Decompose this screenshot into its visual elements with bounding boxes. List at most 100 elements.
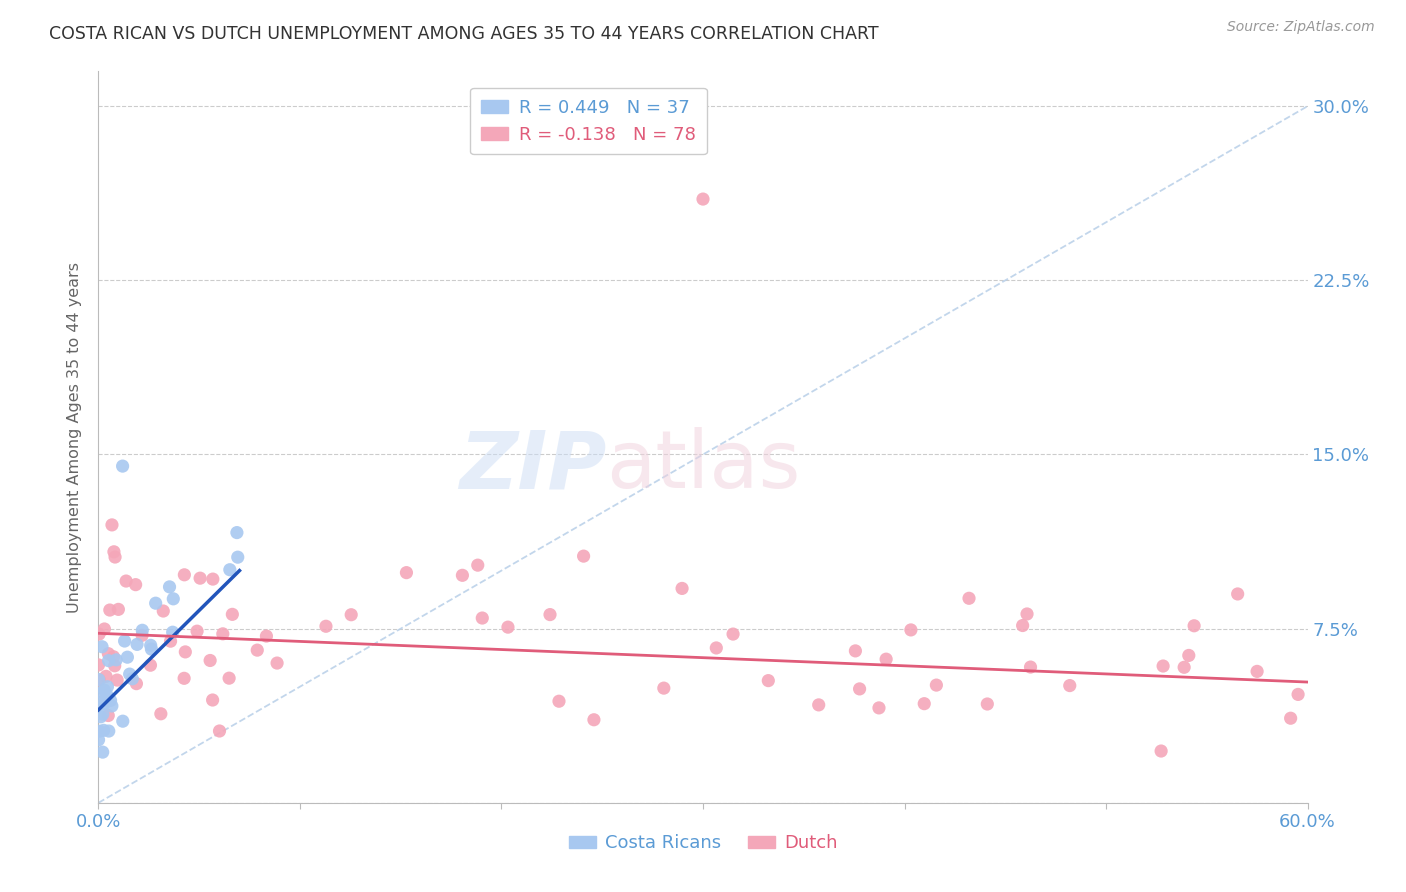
- Point: [1173, 660, 1195, 674]
- Point: [111, 459, 134, 474]
- Point: [121, 672, 143, 686]
- Point: [226, 525, 249, 540]
- Point: [1182, 619, 1205, 633]
- Point: [572, 549, 595, 563]
- Point: [101, 517, 124, 532]
- Point: [1019, 660, 1042, 674]
- Point: [173, 567, 195, 582]
- Point: [145, 596, 167, 610]
- Point: [254, 629, 277, 643]
- Point: [340, 607, 363, 622]
- Point: [652, 681, 675, 695]
- Point: [87, 657, 110, 672]
- Point: [111, 714, 134, 729]
- Text: Source: ZipAtlas.com: Source: ZipAtlas.com: [1227, 20, 1375, 34]
- Point: [89, 724, 111, 739]
- Text: atlas: atlas: [606, 427, 800, 506]
- Point: [957, 591, 980, 606]
- Point: [226, 550, 249, 565]
- Point: [538, 607, 561, 622]
- Point: [89, 695, 111, 709]
- Point: [96, 693, 118, 707]
- Point: [100, 693, 122, 707]
- Point: [1150, 744, 1173, 758]
- Point: [1178, 648, 1201, 663]
- Point: [201, 572, 224, 586]
- Point: [94, 669, 117, 683]
- Point: [90, 710, 112, 724]
- Point: [139, 638, 162, 652]
- Point: [97, 647, 120, 661]
- Point: [548, 694, 571, 708]
- Point: [115, 574, 138, 588]
- Point: [125, 676, 148, 690]
- Point: [186, 624, 208, 639]
- Point: [87, 732, 110, 747]
- Point: [87, 673, 110, 687]
- Point: [925, 678, 948, 692]
- Point: [173, 671, 195, 685]
- Point: [96, 688, 118, 702]
- Point: [704, 640, 727, 655]
- Point: [395, 566, 418, 580]
- Point: [131, 624, 153, 638]
- Point: [1246, 665, 1268, 679]
- Point: [125, 637, 148, 651]
- Point: [91, 745, 114, 759]
- Text: ZIP: ZIP: [458, 427, 606, 506]
- Point: [159, 580, 181, 594]
- Point: [139, 658, 162, 673]
- Point: [198, 653, 221, 667]
- Point: [117, 650, 139, 665]
- Point: [105, 673, 128, 687]
- Point: [93, 622, 115, 636]
- Point: [201, 693, 224, 707]
- Point: [87, 627, 110, 641]
- Point: [1279, 711, 1302, 725]
- Point: [582, 713, 605, 727]
- Legend: Costa Ricans, Dutch: Costa Ricans, Dutch: [561, 827, 845, 860]
- Point: [671, 582, 693, 596]
- Point: [97, 708, 120, 723]
- Point: [93, 697, 115, 711]
- Point: [756, 673, 779, 688]
- Point: [1011, 618, 1033, 632]
- Point: [467, 558, 489, 573]
- Point: [98, 603, 121, 617]
- Point: [221, 607, 243, 622]
- Point: [496, 620, 519, 634]
- Point: [208, 724, 231, 739]
- Point: [188, 571, 211, 585]
- Point: [721, 627, 744, 641]
- Point: [807, 698, 830, 712]
- Point: [159, 634, 181, 648]
- Point: [976, 697, 998, 711]
- Point: [105, 653, 128, 667]
- Point: [149, 706, 172, 721]
- Point: [266, 656, 288, 670]
- Point: [1226, 587, 1249, 601]
- Point: [211, 627, 233, 641]
- Point: [152, 604, 174, 618]
- Point: [912, 697, 935, 711]
- Point: [103, 649, 125, 664]
- Point: [97, 724, 120, 739]
- Point: [103, 545, 125, 559]
- Point: [118, 667, 141, 681]
- Point: [844, 644, 866, 658]
- Point: [315, 619, 337, 633]
- Point: [107, 602, 129, 616]
- Point: [1286, 687, 1309, 701]
- Point: [104, 658, 127, 673]
- Point: [114, 634, 136, 648]
- Point: [1152, 659, 1174, 673]
- Point: [692, 192, 714, 206]
- Point: [471, 611, 494, 625]
- Point: [93, 683, 115, 698]
- Point: [141, 642, 163, 657]
- Point: [101, 698, 124, 713]
- Point: [868, 701, 890, 715]
- Point: [124, 577, 146, 591]
- Point: [91, 707, 114, 722]
- Point: [93, 723, 115, 738]
